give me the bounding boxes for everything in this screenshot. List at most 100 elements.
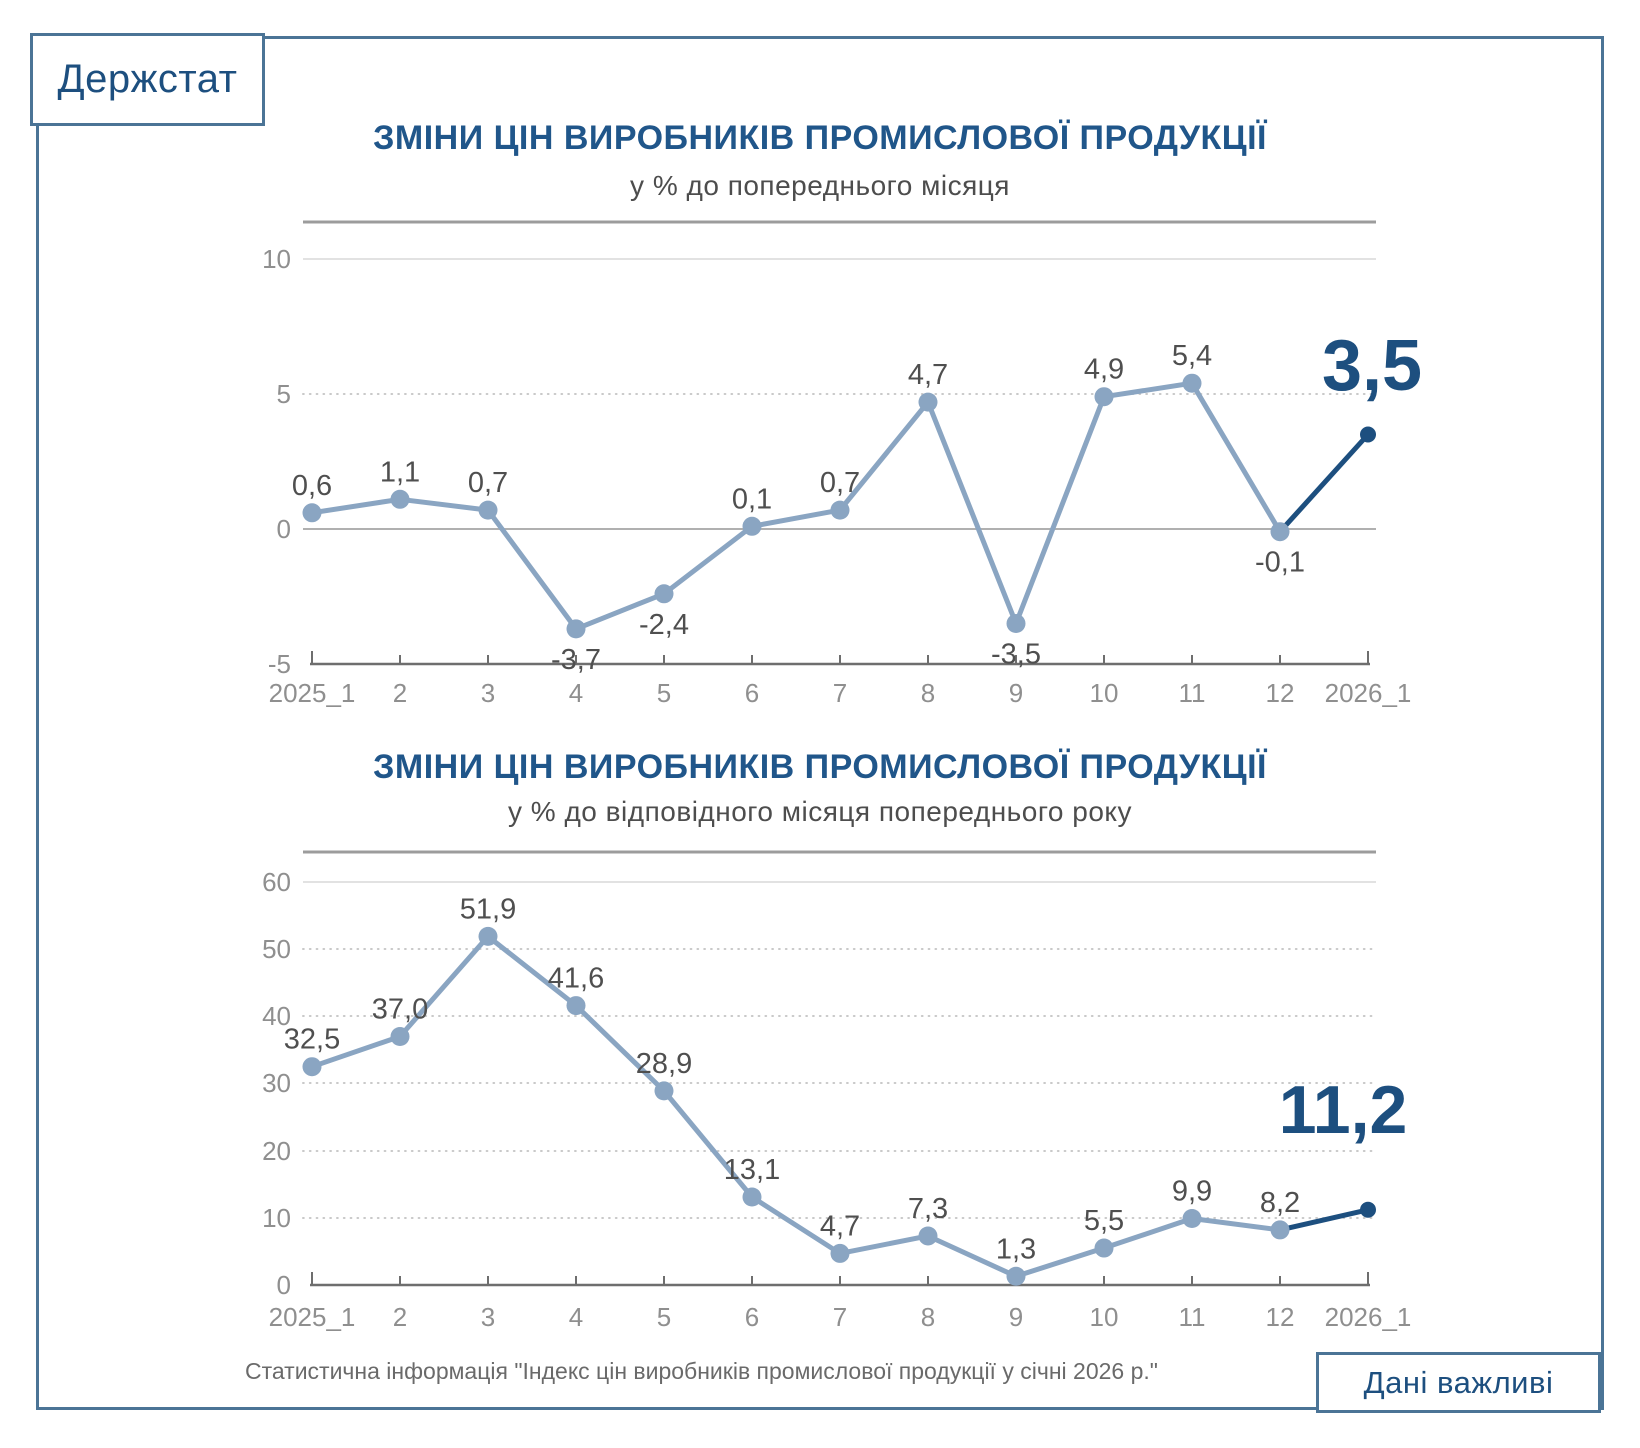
chart2-point-5: [654, 1081, 674, 1101]
chart2-value-label: 37,0: [372, 993, 428, 1025]
chart1-x-tick-label: 2: [393, 678, 407, 708]
chart2-point-11: [1182, 1209, 1202, 1229]
main-frame-border: [36, 36, 1604, 1410]
chart1-value-label: 0,1: [732, 483, 772, 515]
chart2-value-label: 1,3: [996, 1233, 1036, 1265]
badge-text: Дані важливі: [1363, 1364, 1554, 1400]
chart1-point-4: [566, 619, 586, 639]
chart1-point-6: [742, 516, 762, 536]
chart1-y-tick-label: 10: [262, 244, 291, 274]
chart2-point-12: [1270, 1220, 1290, 1240]
chart2-value-label: 13,1: [724, 1154, 780, 1186]
chart2-point-4: [566, 996, 586, 1016]
chart2-value-label: 5,5: [1084, 1205, 1124, 1237]
chart1-point-10: [1094, 387, 1114, 407]
chart2-y-tick-label: 0: [277, 1270, 291, 1300]
chart2-value-label: 8,2: [1260, 1187, 1300, 1219]
chart1-value-label: 4,7: [908, 359, 948, 391]
chart2-point-3: [478, 926, 498, 946]
logo-text: Держстат: [57, 57, 238, 101]
chart2-y-tick-label: 40: [262, 1001, 291, 1031]
chart1-line: [309, 380, 1283, 632]
chart2-line: [309, 933, 1283, 1279]
chart2-point-7: [830, 1243, 850, 1263]
chart2-x-tick-label: 2026_1: [1325, 1302, 1412, 1332]
derzhstat-logo: Держстат: [30, 33, 265, 126]
chart2-x-tick-label: 9: [1009, 1302, 1023, 1332]
chart2-value-label: 41,6: [548, 963, 604, 995]
chart1-value-label: 0,7: [820, 467, 860, 499]
chart2-x-tick-label: 2025_1: [269, 1302, 356, 1332]
chart1-x-tick-label: 10: [1090, 678, 1119, 708]
chart2-highlight-segment: [1277, 1207, 1371, 1233]
chart2-value-label: 7,3: [908, 1193, 948, 1225]
chart1-x-tick-label: 8: [921, 678, 935, 708]
chart1-x-tick-label: 2025_1: [269, 678, 356, 708]
source-note: Статистична інформація "Індекс цін вироб…: [245, 1358, 1158, 1384]
chart2-y-tick-label: 60: [262, 867, 291, 897]
chart1-highlight-segment: [1277, 432, 1371, 535]
chart2-value-label: 32,5: [284, 1024, 340, 1056]
chart1-x-tick-label: 9: [1009, 678, 1023, 708]
chart2-x-tick-label: 5: [657, 1302, 671, 1332]
chart2-x-tick-label: 2: [393, 1302, 407, 1332]
chart1-x-tick-label: 2026_1: [1325, 678, 1412, 708]
chart1-big-value-label: 3,5: [1322, 326, 1422, 406]
data-important-badge: Дані важливі: [1316, 1352, 1601, 1413]
chart1-y-tick-label: 5: [277, 379, 291, 409]
chart2-y-tick-label: 10: [262, 1203, 291, 1233]
chart1-point-2: [390, 489, 410, 509]
chart1-y-tick-label: -5: [268, 649, 291, 679]
chart1-x-tick-label: 6: [745, 678, 759, 708]
chart1-value-label: -2,4: [639, 609, 689, 641]
chart2-x-tick-label: 6: [745, 1302, 759, 1332]
chart1-point-2026_1: [1360, 426, 1376, 443]
chart1-point-11: [1182, 373, 1202, 393]
chart2-subtitle: у % до відповідного місяця попереднього …: [508, 796, 1132, 827]
chart1-title: ЗМІНИ ЦІН ВИРОБНИКІВ ПРОМИСЛОВОЇ ПРОДУКЦ…: [373, 119, 1267, 157]
chart1-point-3: [478, 500, 498, 520]
chart2-value-label: 4,7: [820, 1210, 860, 1242]
chart1-x-tick-label: 12: [1266, 678, 1295, 708]
chart2-y-tick-label: 50: [262, 934, 291, 964]
chart1-value-label: 1,1: [380, 456, 420, 488]
chart1-x-tick-label: 7: [833, 678, 847, 708]
chart2-x-tick-label: 7: [833, 1302, 847, 1332]
chart1-point-5: [654, 584, 674, 604]
chart1-point-12: [1270, 522, 1290, 542]
chart1-x-tick-label: 11: [1179, 678, 1206, 708]
chart1-x-tick-label: 5: [657, 678, 671, 708]
chart1-value-label: 0,7: [468, 467, 508, 499]
chart2-value-label: 51,9: [460, 893, 516, 925]
chart2-x-tick-label: 10: [1090, 1302, 1119, 1332]
chart2-y-tick-label: 30: [262, 1068, 291, 1098]
chart2-point-2: [390, 1026, 410, 1046]
chart2-x-tick-label: 11: [1179, 1302, 1206, 1332]
chart1-value-label: -0,1: [1255, 547, 1305, 579]
chart1-point-8: [918, 392, 938, 412]
chart2-point-10: [1094, 1238, 1114, 1258]
chart2-x-tick-label: 12: [1266, 1302, 1295, 1332]
chart1-point-2025_1: [302, 503, 322, 523]
chart1-value-label: 4,9: [1084, 354, 1124, 386]
chart1-x-tick-label: 4: [569, 678, 583, 708]
chart2-big-value-label: 11,2: [1279, 1072, 1408, 1148]
chart2-y-tick-label: 20: [262, 1136, 291, 1166]
chart2-point-8: [918, 1226, 938, 1246]
chart1-point-7: [830, 500, 850, 520]
chart1-value-label: -3,5: [991, 639, 1041, 671]
chart1-point-9: [1006, 614, 1026, 633]
chart2-point-2026_1: [1360, 1201, 1376, 1218]
chart1-subtitle: у % до попереднього місяця: [630, 170, 1010, 201]
chart2-value-label: 28,9: [636, 1048, 692, 1080]
chart2-point-6: [742, 1187, 762, 1207]
chart2-point-2025_1: [302, 1057, 322, 1077]
chart1-value-label: 0,6: [292, 470, 332, 502]
chart2-x-tick-label: 4: [569, 1302, 583, 1332]
chart2-title: ЗМІНИ ЦІН ВИРОБНИКІВ ПРОМИСЛОВОЇ ПРОДУКЦ…: [373, 748, 1267, 786]
chart1-value-label: 5,4: [1172, 340, 1212, 372]
chart2-value-label: 9,9: [1172, 1176, 1212, 1208]
chart2-x-tick-label: 8: [921, 1302, 935, 1332]
